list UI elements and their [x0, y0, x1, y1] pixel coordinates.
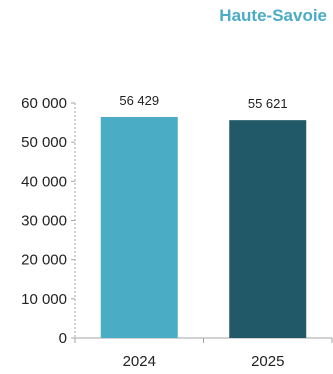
chart-title: Haute-Savoie	[219, 6, 327, 25]
y-tick-label: 0	[59, 330, 67, 347]
data-label-2025: 55 621	[248, 96, 288, 111]
data-label-2024: 56 429	[119, 93, 159, 108]
x-tick-label-2024: 2024	[123, 353, 156, 370]
y-tick-label: 40 000	[21, 173, 67, 190]
y-tick-label: 10 000	[21, 291, 67, 308]
y-tick-label: 30 000	[21, 213, 67, 230]
y-tick-label: 50 000	[21, 134, 67, 151]
bar-2025	[229, 120, 307, 338]
y-tick-label: 20 000	[21, 252, 67, 269]
y-tick-label: 60 000	[21, 95, 67, 112]
bar-2024	[100, 116, 178, 338]
x-tick-label-2025: 2025	[251, 353, 284, 370]
